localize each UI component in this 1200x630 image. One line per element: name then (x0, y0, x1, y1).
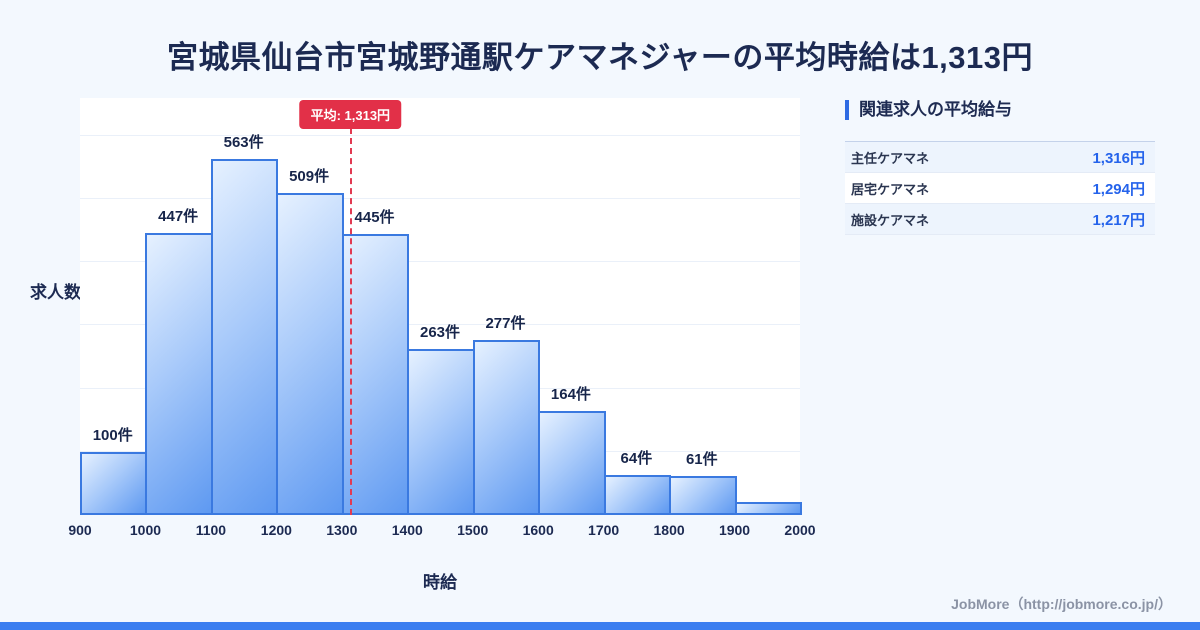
salary-row-value: 1,294円 (1092, 180, 1145, 198)
salary-table-row: 主任ケアマネ 1,316円 (845, 142, 1155, 173)
bars: 100件 447件 563件 509件 445件 263件 277件 164件 64件 61件 (80, 98, 802, 515)
x-tick-label: 1700 (588, 522, 620, 538)
salary-table-row: 施設ケアマネ 1,217円 (845, 204, 1155, 235)
gridline (80, 134, 800, 136)
histogram-bar (669, 476, 737, 515)
bottom-accent-bar (0, 622, 1200, 630)
gridline (80, 324, 800, 326)
page-title: 宮城県仙台市宮城野通駅ケアマネジャーの平均時給は1,313円 (166, 40, 1034, 75)
bar-value-label: 263件 (419, 323, 461, 341)
bar-value-label: 277件 (485, 315, 526, 332)
side-panel-heading: 関連求人の平均給与 (845, 100, 1155, 120)
salary-table: 主任ケアマネ 1,316円居宅ケアマネ 1,294円施設ケアマネ 1,217円 (845, 141, 1155, 235)
x-axis-label: 時給 (423, 573, 457, 592)
x-tick-label: 1900 (718, 522, 751, 538)
x-tick-label: 900 (68, 522, 92, 538)
salary-row-label: 居宅ケアマネ (851, 181, 930, 197)
x-tick-label: 1000 (129, 522, 162, 538)
salary-row-value: 1,316円 (1092, 149, 1145, 167)
gridline (80, 261, 800, 263)
histogram-bar (276, 193, 344, 515)
histogram-bar (145, 232, 213, 515)
average-badge: 平均: 1,313円 (299, 100, 402, 129)
x-tick-label: 1600 (522, 522, 554, 538)
histogram-bar (407, 348, 475, 515)
salary-table-row: 居宅ケアマネ 1,294円 (845, 173, 1155, 204)
bar-value-label: 100件 (92, 426, 133, 444)
x-tick-label: 1300 (326, 522, 358, 538)
plot-area: 100件 447件 563件 509件 445件 263件 277件 164件 64件 61件 平… (80, 98, 802, 515)
x-tick-label: 1200 (260, 522, 292, 538)
x-tick-label: 1400 (391, 522, 423, 538)
bar-value-label: 445件 (354, 208, 395, 226)
salary-row-label: 主任ケアマネ (851, 150, 930, 166)
histogram-bar (210, 159, 279, 515)
x-tick-label: 1100 (195, 522, 227, 538)
x-tick-label: 2000 (784, 522, 816, 538)
average-line (350, 128, 353, 515)
gridline (80, 198, 800, 200)
histogram-bar (80, 451, 148, 515)
bar-value-label: 509件 (289, 168, 330, 186)
histogram-bar (734, 502, 802, 515)
histogram-bar (538, 411, 606, 515)
histogram-bar (472, 340, 541, 515)
salary-row-value: 1,217円 (1092, 211, 1145, 229)
bar-value-label: 164件 (550, 386, 591, 404)
bar-value-label: 563件 (223, 134, 264, 152)
x-tick-label: 1800 (653, 522, 685, 538)
x-ticks: 900 1000 1100 1200 1300 1400 1500 1600 1700 1800 1… (68, 522, 815, 542)
x-tick-label: 1500 (457, 522, 489, 538)
y-axis-label: 求人数 (30, 283, 81, 302)
footer-credit: JobMore（http://jobmore.co.jp/） (951, 596, 1172, 612)
bar-value-label: 64件 (620, 449, 653, 467)
bar-value-label: 61件 (685, 451, 718, 469)
salary-row-label: 施設ケアマネ (851, 212, 930, 228)
bar-value-label: 447件 (158, 207, 199, 225)
histogram-bar (603, 474, 672, 515)
side-panel: 関連求人の平均給与 主任ケアマネ 1,316円居宅ケアマネ 1,294円施設ケアマネ… (845, 100, 1155, 235)
